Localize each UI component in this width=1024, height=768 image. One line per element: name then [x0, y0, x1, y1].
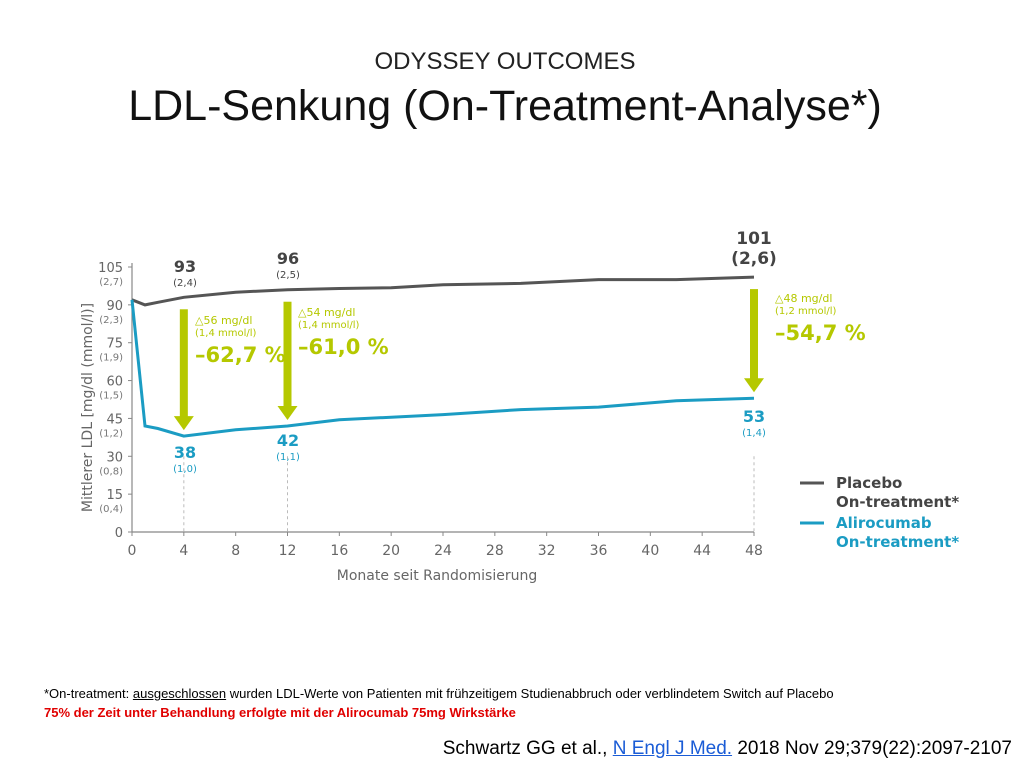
legend-sublabel: On-treatment* — [836, 533, 959, 551]
point-label-sub: (2,5) — [276, 270, 300, 281]
y-tick-sublabel: (2,3) — [99, 315, 123, 326]
supertitle: ODYSSEY OUTCOMES — [374, 48, 636, 75]
y-tick-sublabel: (1,2) — [99, 428, 123, 439]
point-label-value: 96 — [277, 249, 299, 268]
point-label-value: 38 — [174, 443, 196, 462]
x-tick-label: 0 — [128, 543, 137, 559]
x-tick-label: 8 — [231, 543, 240, 559]
point-label-sub: (1,0) — [173, 464, 197, 475]
y-tick-label: 15 — [106, 488, 123, 503]
difference-arrow-shaft — [283, 301, 292, 408]
x-tick-label: 40 — [641, 543, 659, 559]
legend-sublabel: On-treatment* — [836, 493, 959, 511]
difference-arrow-head — [173, 416, 194, 431]
page-title: LDL-Senkung (On-Treatment-Analyse*) — [128, 82, 882, 130]
y-axis-title: Mittlerer LDL [mg/dl (mmol/l)] — [80, 303, 96, 512]
journal-link[interactable]: N Engl J Med. — [612, 738, 733, 759]
series-line-alirocumab — [130, 299, 755, 438]
difference-delta: △54 mg/dl — [298, 306, 355, 319]
difference-delta: △48 mg/dl — [775, 292, 832, 305]
footnote-prefix: *On-treatment: — [44, 686, 133, 701]
legend-label: Alirocumab — [836, 514, 932, 532]
y-tick-sublabel: (0,4) — [99, 504, 123, 515]
point-label-value: 101 — [736, 229, 772, 249]
difference-arrow-head — [744, 378, 764, 393]
x-tick-label: 48 — [745, 543, 763, 559]
footnote-line-2: 75% der Zeit unter Behandlung erfolgte m… — [44, 705, 516, 720]
footnote-line-1: *On-treatment: ausgeschlossen wurden LDL… — [44, 686, 834, 701]
point-label-value: 93 — [174, 257, 196, 276]
x-tick-label: 16 — [330, 543, 348, 559]
y-tick-sublabel: (0,8) — [99, 466, 123, 477]
point-label-value: 53 — [743, 407, 765, 426]
difference-percent: –54,7 % — [775, 321, 866, 345]
difference-delta: △56 mg/dl — [195, 314, 252, 327]
difference-arrow-shaft — [179, 309, 188, 419]
x-tick-label: 12 — [279, 543, 297, 559]
difference-arrow-head — [277, 406, 298, 420]
difference-delta-sub: (1,2 mmol/l) — [775, 306, 837, 317]
y-tick-sublabel: (1,5) — [99, 391, 123, 402]
y-tick-sublabel: (2,7) — [99, 277, 123, 288]
point-label-sub: (2,6) — [731, 249, 777, 269]
point-label-sub: (1,4) — [742, 428, 766, 439]
point-label-value: 42 — [277, 431, 299, 450]
y-tick-label: 30 — [106, 450, 123, 465]
difference-delta-sub: (1,4 mmol/l) — [195, 328, 257, 339]
point-label-sub: (1,1) — [276, 452, 300, 463]
difference-delta-sub: (1,4 mmol/l) — [298, 320, 360, 331]
difference-percent: –62,7 % — [195, 343, 286, 367]
legend-label: Placebo — [836, 474, 902, 492]
y-tick-label: 60 — [106, 375, 123, 390]
y-tick-label: 75 — [106, 337, 123, 352]
x-tick-label: 36 — [590, 543, 608, 559]
footnote-rest: wurden LDL-Werte von Patienten mit frühz… — [226, 686, 834, 701]
citation-authors: Schwartz GG et al., — [442, 738, 613, 759]
point-label-sub: (2,4) — [173, 278, 197, 289]
y-tick-label: 90 — [106, 299, 123, 314]
y-tick-label: 0 — [115, 526, 123, 541]
citation-details: 2018 Nov 29;379(22):2097-2107 — [732, 738, 1012, 759]
x-tick-label: 24 — [434, 543, 452, 559]
series-line-placebo — [131, 275, 755, 307]
x-tick-label: 28 — [486, 543, 504, 559]
footnote-underlined: ausgeschlossen — [132, 686, 227, 701]
x-tick-label: 20 — [382, 543, 400, 559]
x-tick-label: 4 — [179, 543, 188, 559]
difference-arrow-shaft — [750, 289, 758, 381]
x-axis-title: Monate seit Randomisierung — [337, 568, 537, 584]
x-tick-label: 32 — [538, 543, 556, 559]
y-tick-sublabel: (1,9) — [99, 353, 123, 364]
x-tick-label: 44 — [693, 543, 711, 559]
difference-percent: –61,0 % — [298, 335, 389, 359]
citation: Schwartz GG et al., N Engl J Med. 2018 N… — [443, 738, 1012, 760]
y-tick-label: 105 — [98, 261, 123, 276]
y-tick-label: 45 — [106, 412, 123, 427]
